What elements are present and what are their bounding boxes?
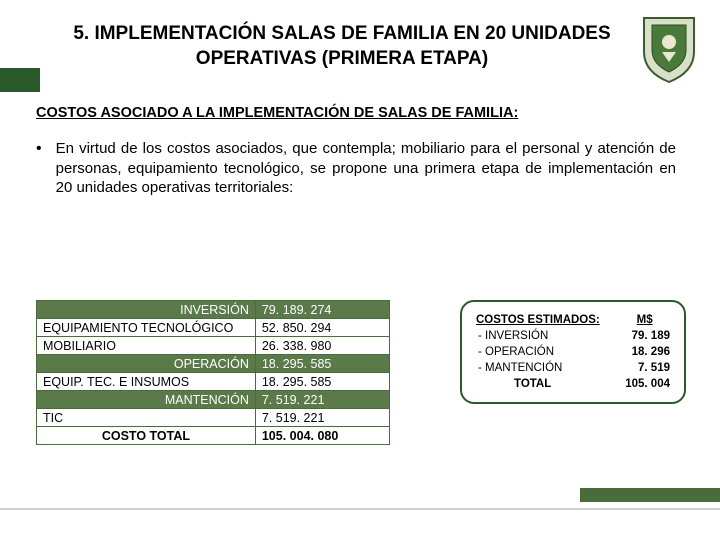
summary-row-value: 79. 189 <box>617 328 672 344</box>
table-item-value: 18. 295. 585 <box>255 373 389 391</box>
table-section-value: 7. 519. 221 <box>255 391 389 409</box>
footer-accent <box>580 488 720 502</box>
summary-header-right: M$ <box>617 312 672 328</box>
table-item-label: EQUIPAMIENTO TECNOLÓGICO <box>37 319 256 337</box>
summary-row-label: - OPERACIÓN <box>474 344 617 360</box>
table-item-label: EQUIP. TEC. E INSUMOS <box>37 373 256 391</box>
summary-box: COSTOS ESTIMADOS: M$ - INVERSIÓN79. 189-… <box>460 300 686 404</box>
table-section-label: MANTENCIÓN <box>37 391 256 409</box>
summary-header-left: COSTOS ESTIMADOS: <box>474 312 617 328</box>
table-total-label: COSTO TOTAL <box>37 427 256 445</box>
summary-row-label: - MANTENCIÓN <box>474 360 617 376</box>
title-accent-block <box>0 68 40 92</box>
table-section-value: 18. 295. 585 <box>255 355 389 373</box>
cost-table: INVERSIÓN79. 189. 274EQUIPAMIENTO TECNOL… <box>36 300 390 445</box>
summary-total-value: 105. 004 <box>617 376 672 392</box>
bullet-marker: • <box>36 139 42 198</box>
table-section-label: INVERSIÓN <box>37 301 256 319</box>
body-paragraph: En virtud de los costos asociados, que c… <box>56 139 684 198</box>
footer-line <box>0 508 720 510</box>
table-item-value: 52. 850. 294 <box>255 319 389 337</box>
summary-total-label: TOTAL <box>474 376 617 392</box>
table-item-label: MOBILIARIO <box>37 337 256 355</box>
carabineros-logo <box>640 12 698 84</box>
slide-title: 5. IMPLEMENTACIÓN SALAS DE FAMILIA EN 20… <box>36 22 684 71</box>
table-section-label: OPERACIÓN <box>37 355 256 373</box>
table-total-value: 105. 004. 080 <box>255 427 389 445</box>
summary-row-value: 7. 519 <box>617 360 672 376</box>
summary-row-label: - INVERSIÓN <box>474 328 617 344</box>
section-subheader: COSTOS ASOCIADO A LA IMPLEMENTACIÓN DE S… <box>36 105 684 121</box>
summary-row-value: 18. 296 <box>617 344 672 360</box>
table-section-value: 79. 189. 274 <box>255 301 389 319</box>
table-item-value: 7. 519. 221 <box>255 409 389 427</box>
table-item-label: TIC <box>37 409 256 427</box>
table-item-value: 26. 338. 980 <box>255 337 389 355</box>
